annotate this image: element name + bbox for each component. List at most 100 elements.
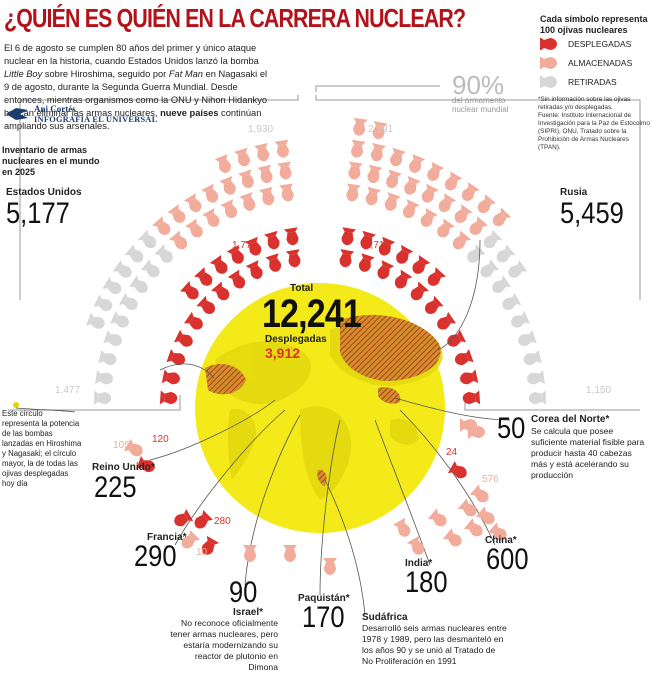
- warhead-symbol: [368, 143, 386, 163]
- warhead-symbol: [161, 369, 182, 387]
- warhead-symbol: [469, 484, 492, 506]
- warhead-symbol: [243, 545, 257, 562]
- warhead-symbol: [259, 186, 277, 207]
- israel-name: Israel*: [233, 607, 264, 618]
- china-stored-label: 576: [482, 474, 499, 485]
- china-deployed-label: 24: [446, 447, 458, 458]
- warhead-symbol: [169, 230, 191, 253]
- pakistan-total: 170: [302, 601, 345, 634]
- warhead-symbol: [521, 349, 542, 368]
- bomb-icon: [540, 57, 557, 69]
- warhead-symbol: [447, 460, 470, 482]
- circle-note: Este círculo representa la potencia de l…: [2, 409, 82, 488]
- warhead-symbol: [112, 260, 135, 282]
- warhead-symbol: [474, 194, 496, 217]
- southafrica-name: Sudáfrica: [362, 612, 408, 623]
- warhead-symbol: [128, 275, 151, 297]
- total-value: 12,241: [262, 292, 362, 336]
- warhead-symbol: [257, 164, 275, 185]
- southafrica-desc: Desarrolló seis armas nucleares entre 19…: [362, 623, 507, 666]
- warhead-symbol: [427, 508, 450, 530]
- deployed-label: Desplegadas: [265, 334, 327, 345]
- warhead-symbol: [424, 162, 445, 184]
- warhead-symbol: [239, 192, 259, 213]
- warhead-symbol: [424, 267, 446, 290]
- warhead-symbol: [202, 208, 223, 230]
- warhead-symbol: [435, 193, 457, 216]
- us-hatch: [205, 364, 246, 395]
- legend: DESPLEGADAS ALMACENADAS RETIRADAS: [536, 38, 648, 95]
- warhead-symbol: [140, 259, 163, 281]
- warhead-symbol: [85, 312, 107, 332]
- warhead-symbol: [98, 349, 119, 368]
- warhead-symbol: [279, 183, 296, 203]
- warhead-symbol: [399, 199, 420, 221]
- uk-total: 225: [94, 471, 137, 504]
- nk-desc: Se calcula que posee suficiente material…: [531, 426, 645, 480]
- warhead-symbol: [323, 558, 337, 575]
- warhead-symbol: [183, 193, 205, 216]
- warhead-symbol: [505, 260, 528, 282]
- warhead-symbol: [185, 218, 207, 241]
- source-note: Fuente: Instituto Internacional de Inves…: [538, 112, 650, 151]
- china-total: 600: [486, 543, 529, 576]
- warhead-symbol: [234, 147, 253, 169]
- warhead-symbol: [381, 192, 401, 213]
- warhead-symbol: [463, 518, 486, 540]
- warhead-symbol: [245, 260, 266, 282]
- israel-desc: No reconoce oficialmente tener armas nuc…: [170, 618, 278, 672]
- warhead-symbol: [227, 269, 249, 292]
- us-deployed-label: 1,770: [232, 240, 258, 251]
- warhead-symbol: [137, 229, 160, 252]
- russia-bracket: [315, 95, 641, 300]
- france-stored-label: 10: [196, 547, 208, 558]
- warhead-symbol: [283, 227, 301, 247]
- warhead-symbol: [356, 253, 375, 274]
- warhead-symbol: [285, 249, 303, 269]
- warhead-symbol: [401, 175, 421, 198]
- uk-name: Reino Unido*: [92, 462, 155, 473]
- warhead-symbol: [110, 310, 132, 331]
- warhead-symbol: [516, 330, 537, 349]
- legend-item-deployed: DESPLEGADAS: [536, 38, 648, 57]
- warhead-symbol: [441, 171, 463, 194]
- warhead-symbol: [171, 508, 194, 530]
- warhead-symbol: [154, 244, 177, 267]
- inventory-label: Inventario de armas nucleares en el mund…: [2, 145, 100, 177]
- bomb-icon: [540, 38, 557, 50]
- france-deployed-label: 280: [214, 516, 231, 527]
- warhead-symbol: [489, 275, 512, 297]
- warhead-symbol: [118, 292, 141, 314]
- page-title: ¿QUIÉN ES QUIÉN EN LA CARRERA NUCLEAR?: [4, 3, 466, 33]
- total-label: Total: [290, 283, 314, 294]
- warhead-symbol: [417, 208, 438, 230]
- warhead-symbol: [183, 311, 206, 334]
- warhead-symbol: [418, 183, 439, 206]
- warhead-symbol: [383, 169, 402, 190]
- warhead-symbol: [433, 218, 455, 241]
- russia-name: Rusia: [560, 187, 588, 198]
- india-total: 180: [405, 566, 448, 599]
- warhead-symbol: [351, 117, 368, 137]
- warhead-symbol: [264, 230, 283, 252]
- warhead-symbol: [337, 249, 355, 269]
- warhead-symbol: [458, 369, 479, 387]
- warhead-symbol: [339, 227, 357, 247]
- warhead-symbol: [493, 244, 516, 266]
- credit-org: INFOGRAFÍA EL UNIVERSAL: [34, 115, 158, 124]
- warhead-symbol: [349, 139, 366, 159]
- warhead-symbol: [480, 229, 503, 252]
- russia-stored-label: 2,591: [368, 124, 394, 135]
- legend-title: Cada símbolo representa 100 ojivas nucle…: [540, 14, 648, 35]
- warhead-symbol: [374, 260, 395, 282]
- deployed-value: 3,912: [265, 345, 301, 361]
- warhead-symbol: [508, 310, 530, 331]
- warhead-symbol: [344, 183, 361, 203]
- warhead-symbol: [387, 147, 406, 169]
- us-total: 5,177: [6, 197, 70, 230]
- warhead-symbol: [219, 175, 239, 198]
- warhead-symbol: [458, 182, 480, 205]
- warhead-symbol: [452, 349, 474, 368]
- warhead-symbol: [277, 161, 294, 181]
- china-name: China*: [485, 535, 517, 546]
